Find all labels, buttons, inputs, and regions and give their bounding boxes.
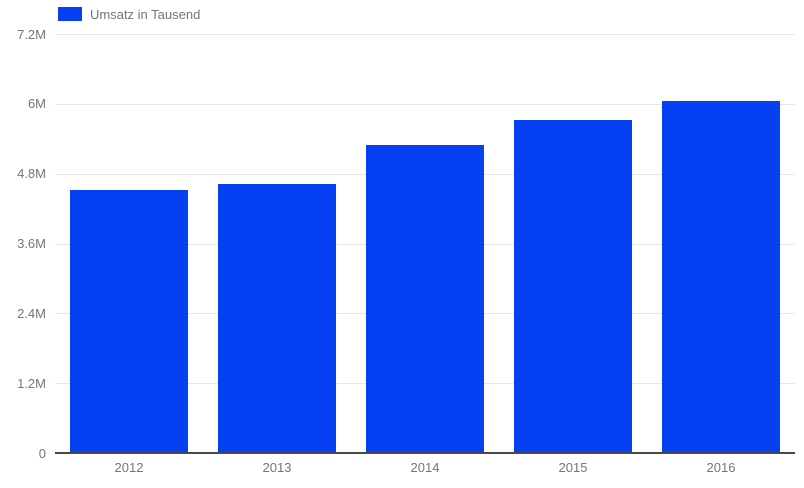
bar-2013[interactable] <box>218 184 336 452</box>
gridline <box>55 103 795 105</box>
bar-2014[interactable] <box>366 145 484 452</box>
y-axis-tick-label: 0 <box>38 445 46 461</box>
x-axis-baseline <box>55 452 795 454</box>
x-axis-category-label: 2012 <box>114 460 144 475</box>
chart-legend: Umsatz in Tausend <box>58 6 200 22</box>
y-axis-tick-label: 6M <box>27 96 46 112</box>
y-axis-tick-label: 7.2M <box>17 26 46 42</box>
bar-2012[interactable] <box>70 190 188 452</box>
plot-area <box>55 34 795 454</box>
bar-2016[interactable] <box>662 101 780 452</box>
y-axis-tick-label: 1.2M <box>17 375 46 391</box>
bar-2015[interactable] <box>514 120 632 452</box>
gridline <box>55 34 795 35</box>
x-axis-category-label: 2013 <box>262 460 292 475</box>
y-axis-tick-label: 3.6M <box>17 236 46 251</box>
legend-label: Umsatz in Tausend <box>90 6 201 22</box>
y-axis-tick-label: 2.4M <box>17 305 46 321</box>
legend-swatch <box>58 7 82 21</box>
x-axis-category-label: 2015 <box>558 460 588 475</box>
y-axis-tick-label: 4.8M <box>17 166 46 182</box>
x-axis-category-label: 2014 <box>410 460 440 475</box>
x-axis-category-label: 2016 <box>706 460 736 475</box>
